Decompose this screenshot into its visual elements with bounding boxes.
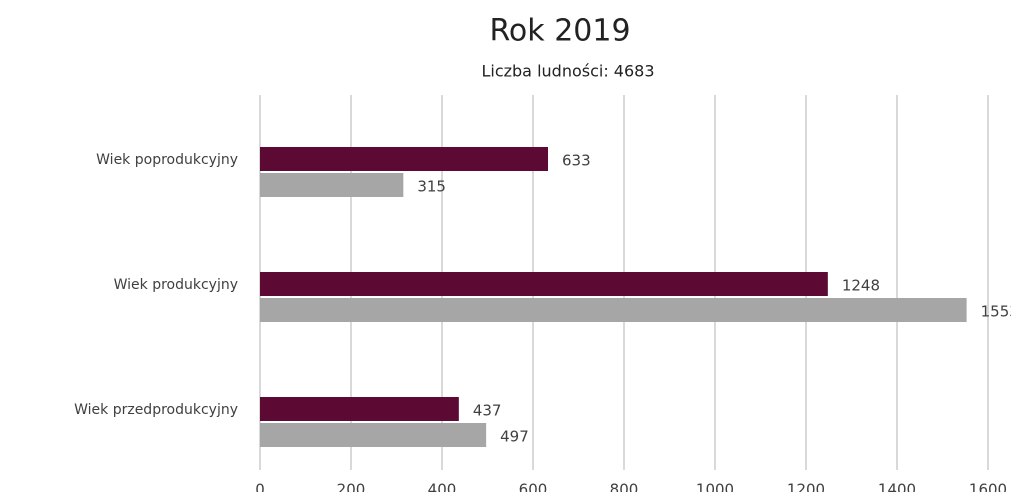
value-label: 315 — [417, 178, 446, 196]
chart-title: Rok 2019 — [489, 14, 630, 49]
bar — [260, 147, 549, 171]
bar — [260, 298, 967, 322]
bar — [260, 173, 404, 197]
value-label: 1553 — [981, 303, 1011, 321]
chart-subtitle: Liczba ludności: 4683 — [481, 62, 654, 81]
x-tick-label: 1600 — [969, 481, 1007, 492]
x-tick-label: 1000 — [696, 481, 734, 492]
value-label: 1248 — [842, 277, 880, 295]
value-label: 437 — [473, 402, 502, 420]
y-tick-label: Wiek poprodukcyjny — [96, 152, 238, 168]
value-label: 497 — [500, 428, 529, 446]
x-tick-label: 1400 — [878, 481, 916, 492]
x-tick-label: 200 — [337, 481, 366, 492]
bar — [260, 423, 487, 447]
y-tick-label: Wiek produkcyjny — [114, 277, 238, 293]
value-label: 633 — [562, 152, 591, 170]
bar — [260, 272, 828, 296]
x-tick-label: 600 — [519, 481, 548, 492]
x-tick-label: 800 — [610, 481, 639, 492]
y-tick-label: Wiek przedprodukcyjny — [74, 402, 238, 418]
bar — [260, 397, 459, 421]
x-tick-label: 0 — [255, 481, 265, 492]
x-tick-label: 400 — [428, 481, 457, 492]
x-tick-label: 1200 — [787, 481, 825, 492]
